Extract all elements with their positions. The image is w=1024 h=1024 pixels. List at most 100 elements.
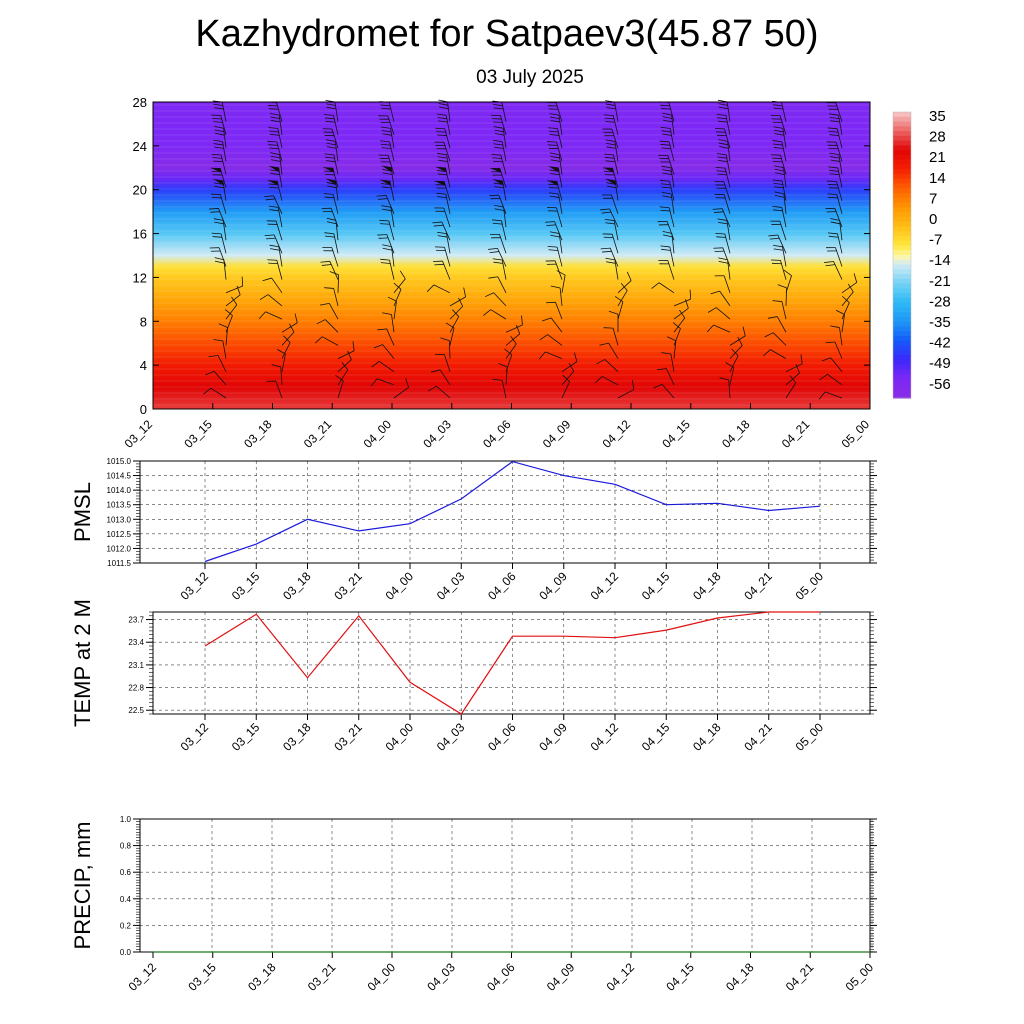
colorbar-tick-label: -21 (929, 273, 951, 290)
wind-barb (426, 284, 451, 294)
pmsl-frame (139, 460, 871, 564)
pmsl-xtick-label: 03_15 (229, 569, 263, 603)
wind-barb (259, 294, 283, 307)
wind-barb (224, 309, 233, 333)
wind-barb (434, 207, 451, 228)
precip-xtick-label: 04_21 (783, 960, 817, 994)
wind-barb (656, 368, 675, 386)
section-xtick-label: 04_12 (600, 417, 634, 451)
wind-barb (653, 384, 675, 399)
section-ytick-label: 0 (140, 402, 147, 417)
wind-barb (601, 194, 619, 214)
wind-barb (819, 373, 843, 386)
wind-barb (436, 192, 451, 214)
temp2m-xtick-label: 04_06 (485, 720, 519, 754)
section-xtick-label: 03_21 (301, 417, 335, 451)
wind-barb (785, 354, 803, 373)
wind-barb (658, 154, 675, 175)
colorbar-swatch (893, 331, 911, 337)
wind-barb (335, 374, 344, 399)
wind-barb (829, 152, 843, 175)
colorbar-swatch (893, 245, 911, 251)
colorbar-swatch (893, 269, 911, 275)
temp2m-ytick-label: 22.5 (128, 706, 144, 715)
wind-barb (729, 348, 739, 372)
section-xtick-label: 04_06 (480, 417, 514, 451)
wind-barb (719, 377, 731, 399)
wind-barb (546, 206, 563, 228)
wind-barb (602, 233, 619, 254)
colorbar-swatch (893, 283, 911, 289)
wind-barb (772, 140, 787, 162)
wind-barb (483, 309, 507, 320)
wind-barb (548, 127, 563, 149)
wind-barb (556, 270, 566, 293)
chart-title: Kazhydromet for Satpaev3(45.87 50) (195, 13, 818, 55)
wind-barb (393, 270, 406, 294)
wind-barb (673, 309, 686, 333)
colorbar-swatch (893, 278, 911, 285)
temp2m-xtick-label: 03_15 (229, 720, 263, 754)
colorbar-swatch (893, 150, 911, 156)
colorbar-swatch (893, 369, 911, 375)
wind-barb (603, 114, 619, 135)
colorbar-swatch (893, 374, 911, 380)
colorbar-swatch (893, 350, 911, 356)
wind-barb (768, 234, 787, 254)
pmsl-xtick-label: 04_03 (434, 569, 468, 603)
wind-barb (267, 180, 283, 201)
colorbar-tick-label: -42 (929, 335, 951, 352)
wind-barb (773, 245, 787, 267)
pmsl-ytick-label: 1012.5 (107, 530, 132, 539)
wind-barb (271, 364, 283, 385)
wind-barb (617, 380, 635, 399)
section-xtick-label: 04_15 (659, 417, 693, 451)
temp2m-xtick-label: 05_00 (793, 720, 827, 754)
colorbar-swatch (893, 126, 911, 132)
wind-barb (714, 275, 731, 293)
precip-ytick-label: 0.4 (120, 895, 132, 904)
pmsl-xtick-label: 04_09 (536, 569, 570, 603)
colorbar-swatch (893, 321, 911, 328)
wind-barb (321, 207, 339, 228)
temp2m-xtick-label: 04_18 (690, 720, 724, 754)
colorbar-swatch (893, 255, 911, 261)
wind-barb (772, 179, 787, 201)
colorbar-swatch (893, 302, 911, 309)
colorbar-swatch (893, 221, 911, 227)
colorbar-tick-label: 7 (929, 190, 937, 207)
colorbar-tick-label: -14 (929, 252, 951, 269)
wind-barb (436, 113, 451, 135)
colorbar-swatch (893, 364, 911, 370)
vertical-section-panel: 0 4 8 12 16 20 24 28 03_12 03_15 03_18 03_21 04_00 04… (122, 95, 873, 451)
wind-barb (266, 380, 283, 399)
wind-barb (205, 370, 227, 386)
wind-barb (772, 300, 787, 320)
colorbar-swatch (893, 293, 911, 299)
wind-barb (660, 126, 675, 149)
pmsl-xtick-label: 03_12 (178, 569, 212, 603)
colorbar-swatch (893, 178, 911, 185)
wind-barb (545, 260, 563, 280)
wind-barb (488, 247, 507, 267)
colorbar-swatch (893, 173, 911, 180)
wind-barb (841, 273, 858, 294)
wind-barb (225, 285, 241, 307)
wind-barb (827, 127, 843, 149)
pmsl-ytick-label: 1013.5 (107, 501, 132, 510)
wind-barb (382, 312, 395, 333)
wind-barb (713, 247, 731, 267)
wind-barb (596, 359, 619, 372)
pmsl-ytick-label: 1014.5 (107, 472, 132, 481)
wind-barb (550, 285, 563, 306)
section-ytick-label: 28 (133, 95, 147, 110)
colorbar-swatch (893, 159, 911, 166)
wind-barb (706, 324, 731, 333)
temp2m-xtick-label: 04_15 (639, 720, 673, 754)
colorbar-swatch (893, 274, 911, 280)
wind-barb (662, 112, 675, 135)
temp2m-ylabel: TEMP at 2 M (70, 599, 95, 727)
colorbar-tick-label: -56 (929, 376, 951, 393)
wind-barb (432, 221, 451, 241)
